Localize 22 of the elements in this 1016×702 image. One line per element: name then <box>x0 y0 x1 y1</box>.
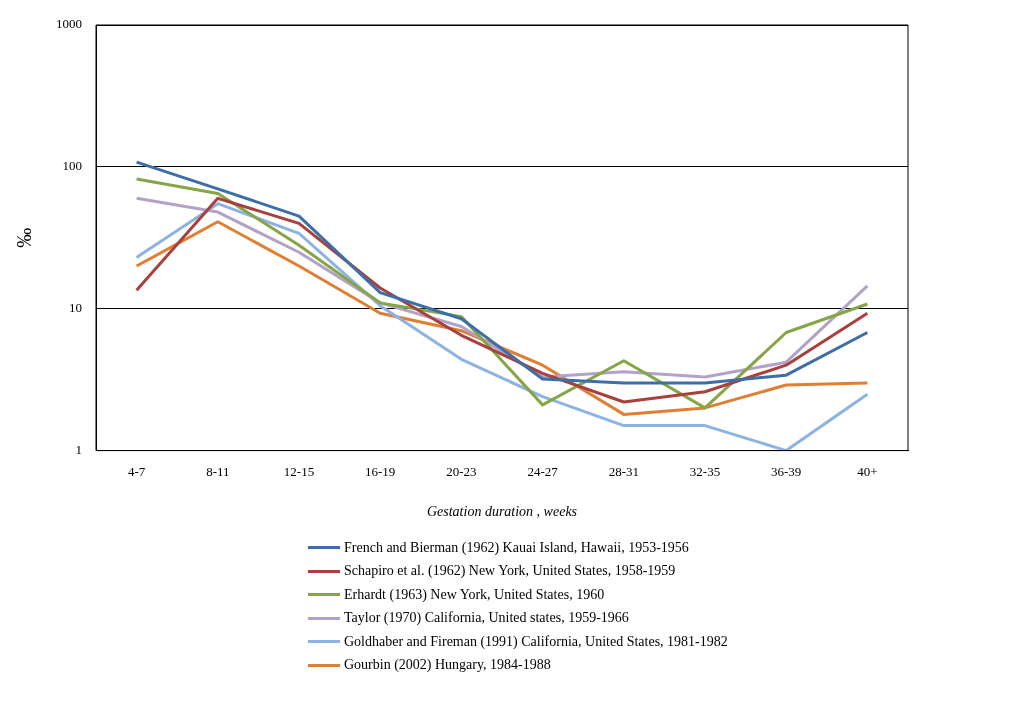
legend-label: Taylor (1970) California, United states, 1959-1966 <box>344 610 629 627</box>
x-tick-label: 20-23 <box>446 463 477 479</box>
y-tick-label: 100 <box>62 158 82 174</box>
x-tick-label: 40+ <box>857 463 878 479</box>
legend-label: Gourbin (2002) Hungary, 1984-1988 <box>344 657 551 674</box>
y-tick-label: 1000 <box>56 16 82 32</box>
y-tick-label: 1 <box>75 442 82 458</box>
y-axis-title: ‰ <box>13 227 36 248</box>
legend-label: Erhardt (1963) New York, United States, 1960 <box>344 586 605 603</box>
legend-label: Goldhaber and Fireman (1991) California, United States, 1981-1982 <box>344 633 728 650</box>
x-axis-title: Gestation duration , weeks <box>426 504 578 520</box>
x-tick-label: 16-19 <box>365 463 396 479</box>
y-tick-label: 10 <box>69 300 82 316</box>
x-tick-label: 36-39 <box>771 463 802 479</box>
legend-label: Schapiro et al. (1962) New York, United States, 1958-1959 <box>344 563 676 580</box>
legend-label: French and Bierman (1962) Kauai Island, Hawaii, 1953-1956 <box>344 539 689 556</box>
x-tick-label: 12-15 <box>283 463 315 479</box>
x-tick-label: 24-27 <box>527 463 559 479</box>
x-tick-label: 4-7 <box>127 463 146 479</box>
x-tick-label: 28-31 <box>608 463 639 479</box>
x-tick-label: 8-11 <box>206 463 230 479</box>
x-tick-label: 32-35 <box>689 463 721 479</box>
